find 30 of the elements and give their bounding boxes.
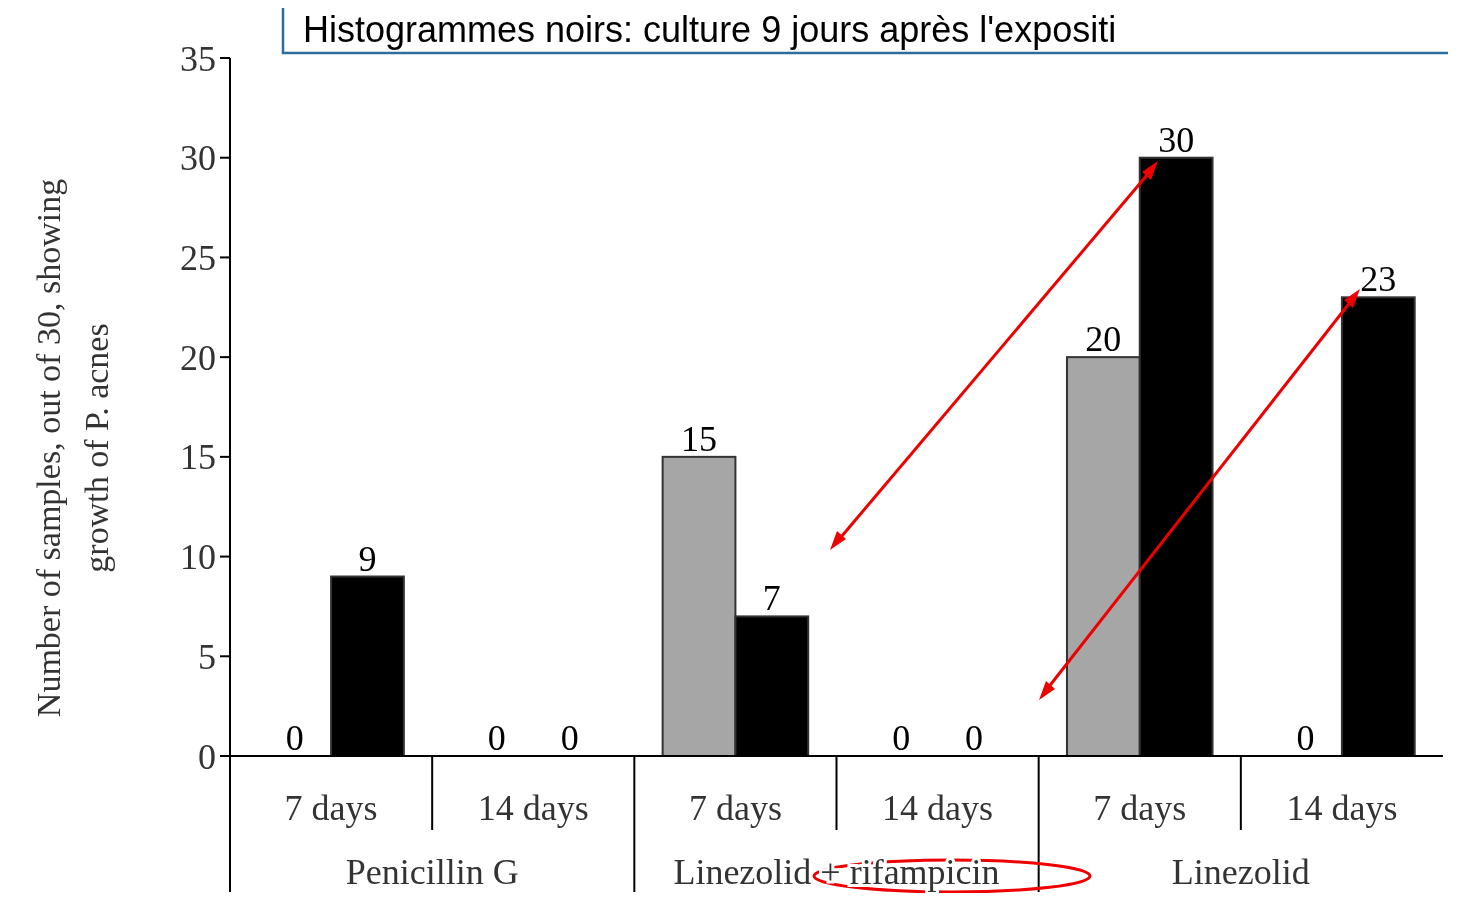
data-label: 0 <box>1296 718 1315 758</box>
data-label: 20 <box>1085 319 1122 360</box>
data-label: 0 <box>285 718 304 758</box>
x-tick-label: 14 days <box>477 788 589 828</box>
data-label: 0 <box>892 718 911 758</box>
x-tick-label: 7 days <box>1093 788 1187 828</box>
x-tick-label: 7 days <box>284 788 378 828</box>
y-tick-label: 10 <box>180 537 216 578</box>
text: Linezolid <box>1171 852 1310 892</box>
y-tick-label: 5 <box>198 636 216 677</box>
y-tick-label: 25 <box>180 238 216 279</box>
text: Penicillin G <box>345 852 519 892</box>
y-tick-label: 20 <box>180 337 216 378</box>
data-label: 0 <box>560 718 579 758</box>
chart-title: Histogrammes noirs: culture 9 jours après l'expositi <box>303 9 1117 50</box>
y-axis-title: Number of samples, out of 30, showing growth of P. acnes <box>30 178 115 718</box>
x-tick-label: 14 days <box>882 788 994 828</box>
data-label: 7 <box>762 578 781 619</box>
data-label: 30 <box>1158 119 1195 160</box>
data-label: 0 <box>964 718 983 758</box>
y-tick-label: 35 <box>180 38 216 79</box>
data-label: 0 <box>487 718 506 758</box>
data-label: 15 <box>681 418 718 459</box>
data-label: 9 <box>358 538 377 579</box>
y-tick-label: 0 <box>198 736 216 777</box>
y-tick-label: 15 <box>180 437 216 478</box>
y-tick-label: 30 <box>180 138 216 179</box>
x-tick-label: 14 days <box>1286 788 1398 828</box>
data-label: 23 <box>1360 259 1397 300</box>
x-tick-label: 7 days <box>688 788 782 828</box>
